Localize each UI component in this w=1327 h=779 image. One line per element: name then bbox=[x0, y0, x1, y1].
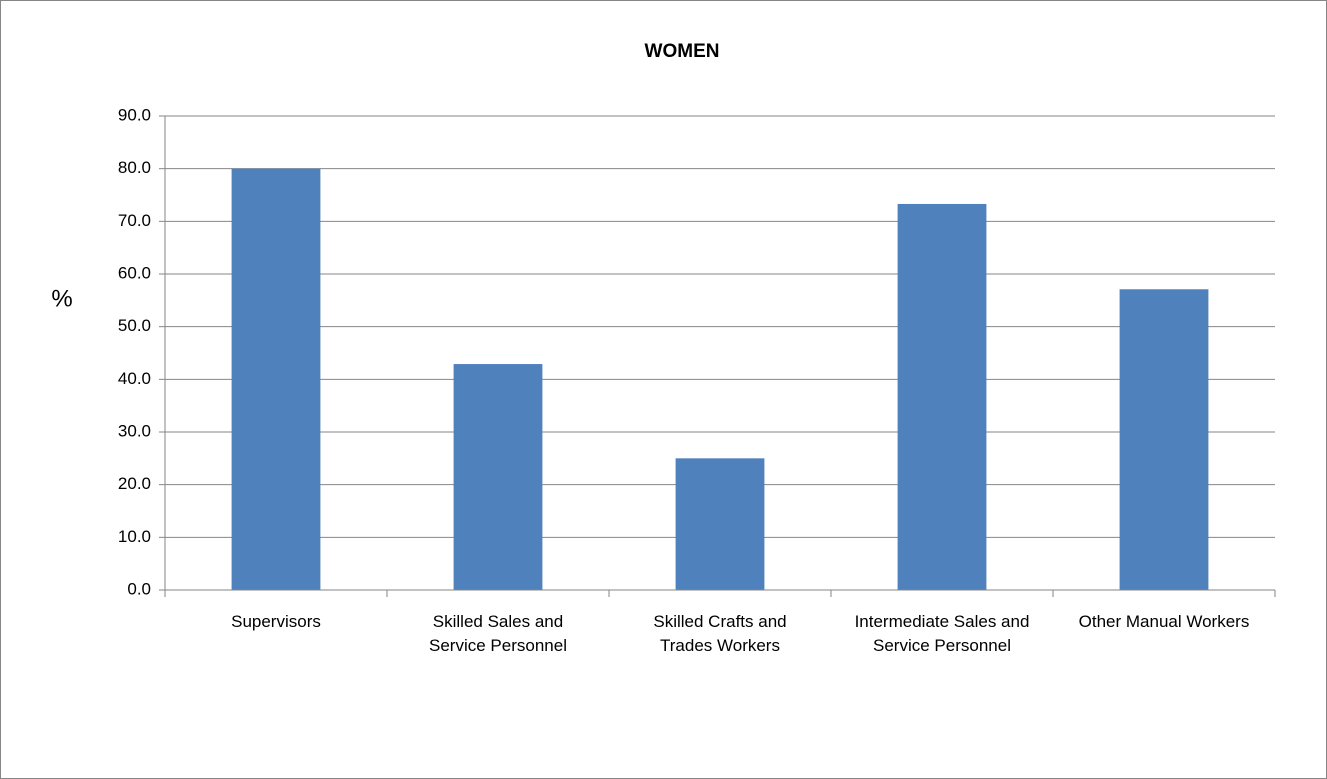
y-tick-label: 50.0 bbox=[118, 316, 151, 335]
y-tick-label: 70.0 bbox=[118, 211, 151, 230]
y-tick-label: 0.0 bbox=[127, 579, 151, 598]
y-tick-label: 10.0 bbox=[118, 527, 151, 546]
x-tick-label: Skilled Crafts and Trades Workers bbox=[653, 612, 787, 655]
x-tick-label: Other Manual Workers bbox=[1078, 612, 1250, 631]
y-tick-label: 90.0 bbox=[118, 105, 151, 124]
x-tick-label: Intermediate Sales and Service Personnel bbox=[854, 612, 1030, 655]
chart-title: WOMEN bbox=[645, 41, 720, 62]
y-tick-label: 80.0 bbox=[118, 158, 151, 177]
bar bbox=[231, 168, 321, 590]
bar bbox=[897, 203, 987, 590]
y-tick-label: 30.0 bbox=[118, 421, 151, 440]
x-tick-label: Supervisors bbox=[231, 612, 321, 631]
x-tick-label: Skilled Sales and Service Personnel bbox=[429, 612, 567, 655]
bar bbox=[675, 458, 765, 590]
y-tick-label: 60.0 bbox=[118, 263, 151, 282]
y-tick-label: 20.0 bbox=[118, 474, 151, 493]
y-tick-label: 40.0 bbox=[118, 369, 151, 388]
bar bbox=[1119, 289, 1209, 590]
y-axis-label: % bbox=[51, 285, 72, 312]
bar bbox=[453, 364, 543, 590]
